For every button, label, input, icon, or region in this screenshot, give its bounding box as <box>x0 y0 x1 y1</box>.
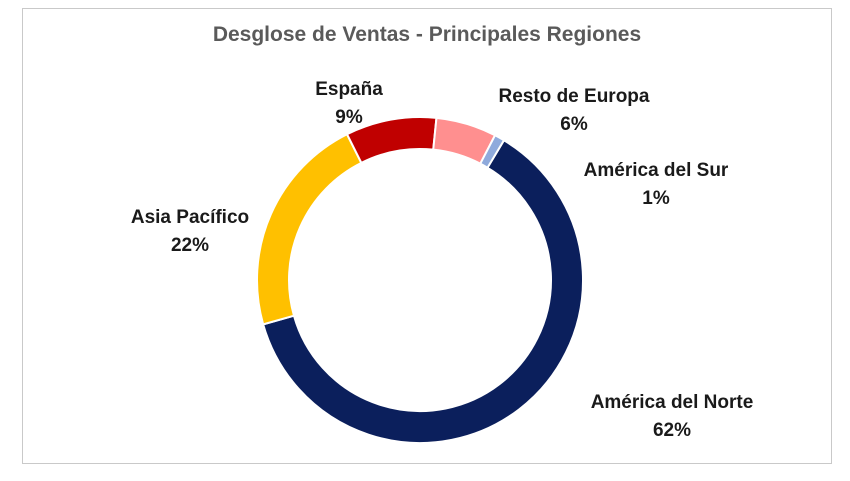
slice-category-label: Asia Pacífico <box>131 207 249 228</box>
slice-category-label: España <box>315 79 383 100</box>
slice-asia-pac-fico <box>256 132 363 326</box>
slice-value-label: 62% <box>653 420 691 441</box>
slice-am-rica-del-sur <box>478 133 506 170</box>
slice-labels: América del Norte 62% Asia Pacífico 22% Espa… <box>131 79 753 441</box>
slice-category-label: Resto de Europa <box>499 86 650 107</box>
slice-value-label: 22% <box>171 235 209 256</box>
slice-value-label: 1% <box>642 188 670 209</box>
slice-am-rica-del-norte <box>261 138 584 444</box>
slice-category-label: América del Norte <box>591 392 754 413</box>
slice-value-label: 6% <box>560 114 588 135</box>
chart-frame: Desglose de Ventas - Principales Regione… <box>22 8 832 464</box>
slice-category-label: América del Sur <box>584 160 729 181</box>
donut-slices <box>256 116 584 444</box>
slice-value-label: 9% <box>335 107 363 128</box>
chart-title: Desglose de Ventas - Principales Regione… <box>212 23 642 46</box>
